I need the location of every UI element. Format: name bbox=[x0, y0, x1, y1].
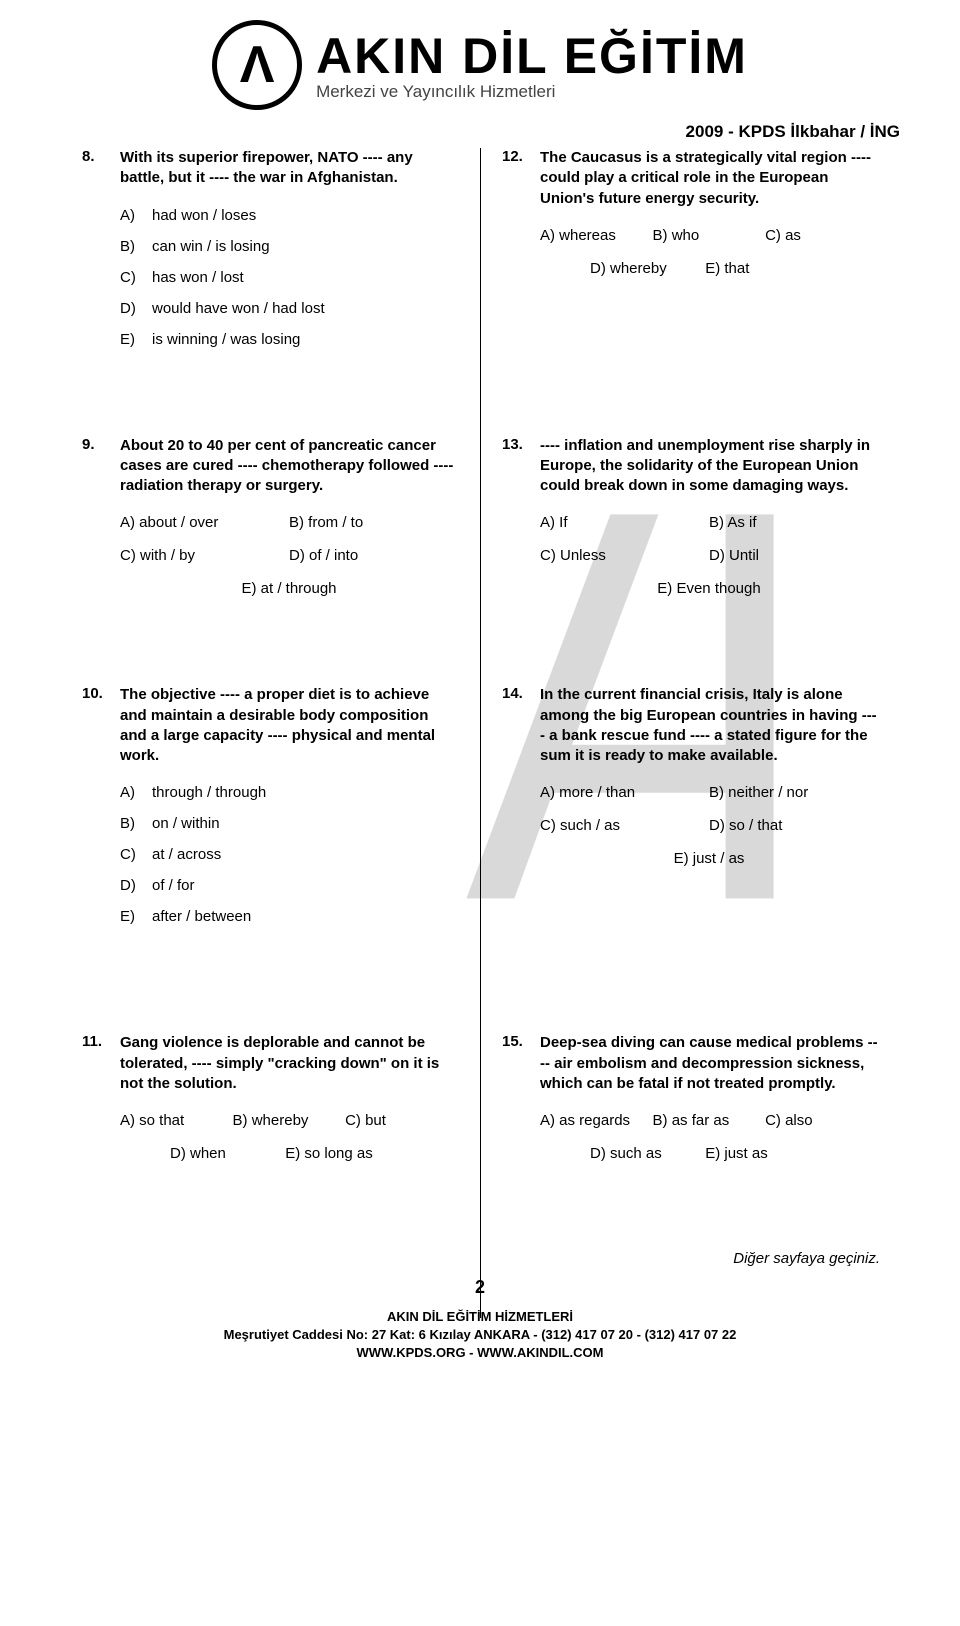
q9-opt-d[interactable]: D) of / into bbox=[289, 547, 458, 564]
q9-opt-b[interactable]: B) from / to bbox=[289, 514, 458, 531]
q10-opt-b[interactable]: B)on / within bbox=[120, 815, 458, 832]
question-10: 10. The objective ---- a proper diet is … bbox=[82, 685, 458, 925]
q11-opt-c[interactable]: C) but bbox=[345, 1112, 458, 1129]
q11-opt-e[interactable]: E) so long as bbox=[285, 1145, 400, 1162]
q10-opt-a[interactable]: A)through / through bbox=[120, 784, 458, 801]
q9-options: A) about / over B) from / to C) with / b… bbox=[82, 514, 458, 597]
q10-text: The objective ---- a proper diet is to a… bbox=[120, 685, 458, 766]
q15-opt-c[interactable]: C) also bbox=[765, 1112, 878, 1129]
q8-opt-c[interactable]: C)has won / lost bbox=[120, 269, 458, 286]
q13-opt-d[interactable]: D) Until bbox=[709, 547, 878, 564]
q15-opt-b[interactable]: B) as far as bbox=[653, 1112, 766, 1129]
q14-opt-e[interactable]: E) just / as bbox=[674, 850, 745, 867]
q15-text: Deep-sea diving can cause medical proble… bbox=[540, 1033, 878, 1094]
q11-opt-a[interactable]: A) so that bbox=[120, 1112, 233, 1129]
footer-line-2: Meşrutiyet Caddesi No: 27 Kat: 6 Kızılay… bbox=[0, 1326, 960, 1344]
question-15: 15. Deep-sea diving can cause medical pr… bbox=[502, 1033, 878, 1162]
content-area: 8. With its superior firepower, NATO ---… bbox=[0, 148, 960, 1250]
q11-opt-b[interactable]: B) whereby bbox=[233, 1112, 346, 1129]
q13-opt-b[interactable]: B) As if bbox=[709, 514, 878, 531]
q10-number: 10. bbox=[82, 685, 108, 766]
column-divider bbox=[480, 148, 481, 1318]
q13-number: 13. bbox=[502, 436, 528, 497]
question-12: 12. The Caucasus is a strategically vita… bbox=[502, 148, 878, 277]
q12-number: 12. bbox=[502, 148, 528, 209]
q8-opt-a[interactable]: A)had won / loses bbox=[120, 207, 458, 224]
q9-number: 9. bbox=[82, 436, 108, 497]
brand-logo: Λ AKIN DİL EĞİTİM Merkezi ve Yayıncılık … bbox=[212, 20, 748, 110]
q14-opt-c[interactable]: C) such / as bbox=[540, 817, 709, 834]
q11-opt-d[interactable]: D) when bbox=[170, 1145, 285, 1162]
question-14: 14. In the current financial crisis, Ita… bbox=[502, 685, 878, 867]
q15-options: A) as regards B) as far as C) also D) su… bbox=[502, 1112, 878, 1162]
q13-opt-c[interactable]: C) Unless bbox=[540, 547, 709, 564]
page-header: Λ AKIN DİL EĞİTİM Merkezi ve Yayıncılık … bbox=[0, 0, 960, 122]
q8-number: 8. bbox=[82, 148, 108, 189]
q15-opt-e[interactable]: E) just as bbox=[705, 1145, 820, 1162]
lambda-icon: Λ bbox=[212, 20, 302, 110]
exam-title: 2009 - KPDS İlkbahar / İNG bbox=[0, 122, 960, 148]
q12-opt-b[interactable]: B) who bbox=[653, 227, 766, 244]
q11-number: 11. bbox=[82, 1033, 108, 1094]
q10-opt-e[interactable]: E)after / between bbox=[120, 908, 458, 925]
q14-opt-a[interactable]: A) more / than bbox=[540, 784, 709, 801]
brand-tagline: Merkezi ve Yayıncılık Hizmetleri bbox=[316, 83, 748, 100]
q14-options: A) more / than B) neither / nor C) such … bbox=[502, 784, 878, 867]
question-13: 13. ---- inflation and unemployment rise… bbox=[502, 436, 878, 598]
q10-opt-c[interactable]: C)at / across bbox=[120, 846, 458, 863]
q8-text: With its superior firepower, NATO ---- a… bbox=[120, 148, 458, 189]
q14-text: In the current financial crisis, Italy i… bbox=[540, 685, 878, 766]
q13-opt-a[interactable]: A) If bbox=[540, 514, 709, 531]
question-8: 8. With its superior firepower, NATO ---… bbox=[82, 148, 458, 348]
q8-opt-e[interactable]: E)is winning / was losing bbox=[120, 331, 458, 348]
q12-options: A) whereas B) who C) as D) whereby E) th… bbox=[502, 227, 878, 277]
q14-opt-b[interactable]: B) neither / nor bbox=[709, 784, 878, 801]
q9-text: About 20 to 40 per cent of pancreatic ca… bbox=[120, 436, 458, 497]
q8-options: A)had won / loses B)can win / is losing … bbox=[82, 207, 458, 348]
q14-number: 14. bbox=[502, 685, 528, 766]
q9-opt-e[interactable]: E) at / through bbox=[241, 580, 336, 597]
q11-text: Gang violence is deplorable and cannot b… bbox=[120, 1033, 458, 1094]
q11-options: A) so that B) whereby C) but D) when E) … bbox=[82, 1112, 458, 1162]
question-11: 11. Gang violence is deplorable and cann… bbox=[82, 1033, 458, 1162]
q12-opt-a[interactable]: A) whereas bbox=[540, 227, 653, 244]
q13-options: A) If B) As if C) Unless D) Until E) Eve… bbox=[502, 514, 878, 597]
q10-opt-d[interactable]: D)of / for bbox=[120, 877, 458, 894]
q9-opt-c[interactable]: C) with / by bbox=[120, 547, 289, 564]
q8-opt-d[interactable]: D)would have won / had lost bbox=[120, 300, 458, 317]
q15-number: 15. bbox=[502, 1033, 528, 1094]
footer-line-3: WWW.KPDS.ORG - WWW.AKINDIL.COM bbox=[0, 1344, 960, 1362]
q13-text: ---- inflation and unemployment rise sha… bbox=[540, 436, 878, 497]
q12-opt-d[interactable]: D) whereby bbox=[590, 260, 705, 277]
q13-opt-e[interactable]: E) Even though bbox=[657, 580, 760, 597]
q15-opt-a[interactable]: A) as regards bbox=[540, 1112, 653, 1129]
q15-opt-d[interactable]: D) such as bbox=[590, 1145, 705, 1162]
q12-opt-e[interactable]: E) that bbox=[705, 260, 820, 277]
q12-text: The Caucasus is a strategically vital re… bbox=[540, 148, 878, 209]
question-9: 9. About 20 to 40 per cent of pancreatic… bbox=[82, 436, 458, 598]
brand-text: AKIN DİL EĞİTİM Merkezi ve Yayıncılık Hi… bbox=[316, 31, 748, 100]
brand-name: AKIN DİL EĞİTİM bbox=[316, 31, 748, 81]
q8-opt-b[interactable]: B)can win / is losing bbox=[120, 238, 458, 255]
page-footer: AKIN DİL EĞİTİM HİZMETLERİ Meşrutiyet Ca… bbox=[0, 1308, 960, 1393]
q12-opt-c[interactable]: C) as bbox=[765, 227, 878, 244]
q14-opt-d[interactable]: D) so / that bbox=[709, 817, 878, 834]
q10-options: A)through / through B)on / within C)at /… bbox=[82, 784, 458, 925]
q9-opt-a[interactable]: A) about / over bbox=[120, 514, 289, 531]
